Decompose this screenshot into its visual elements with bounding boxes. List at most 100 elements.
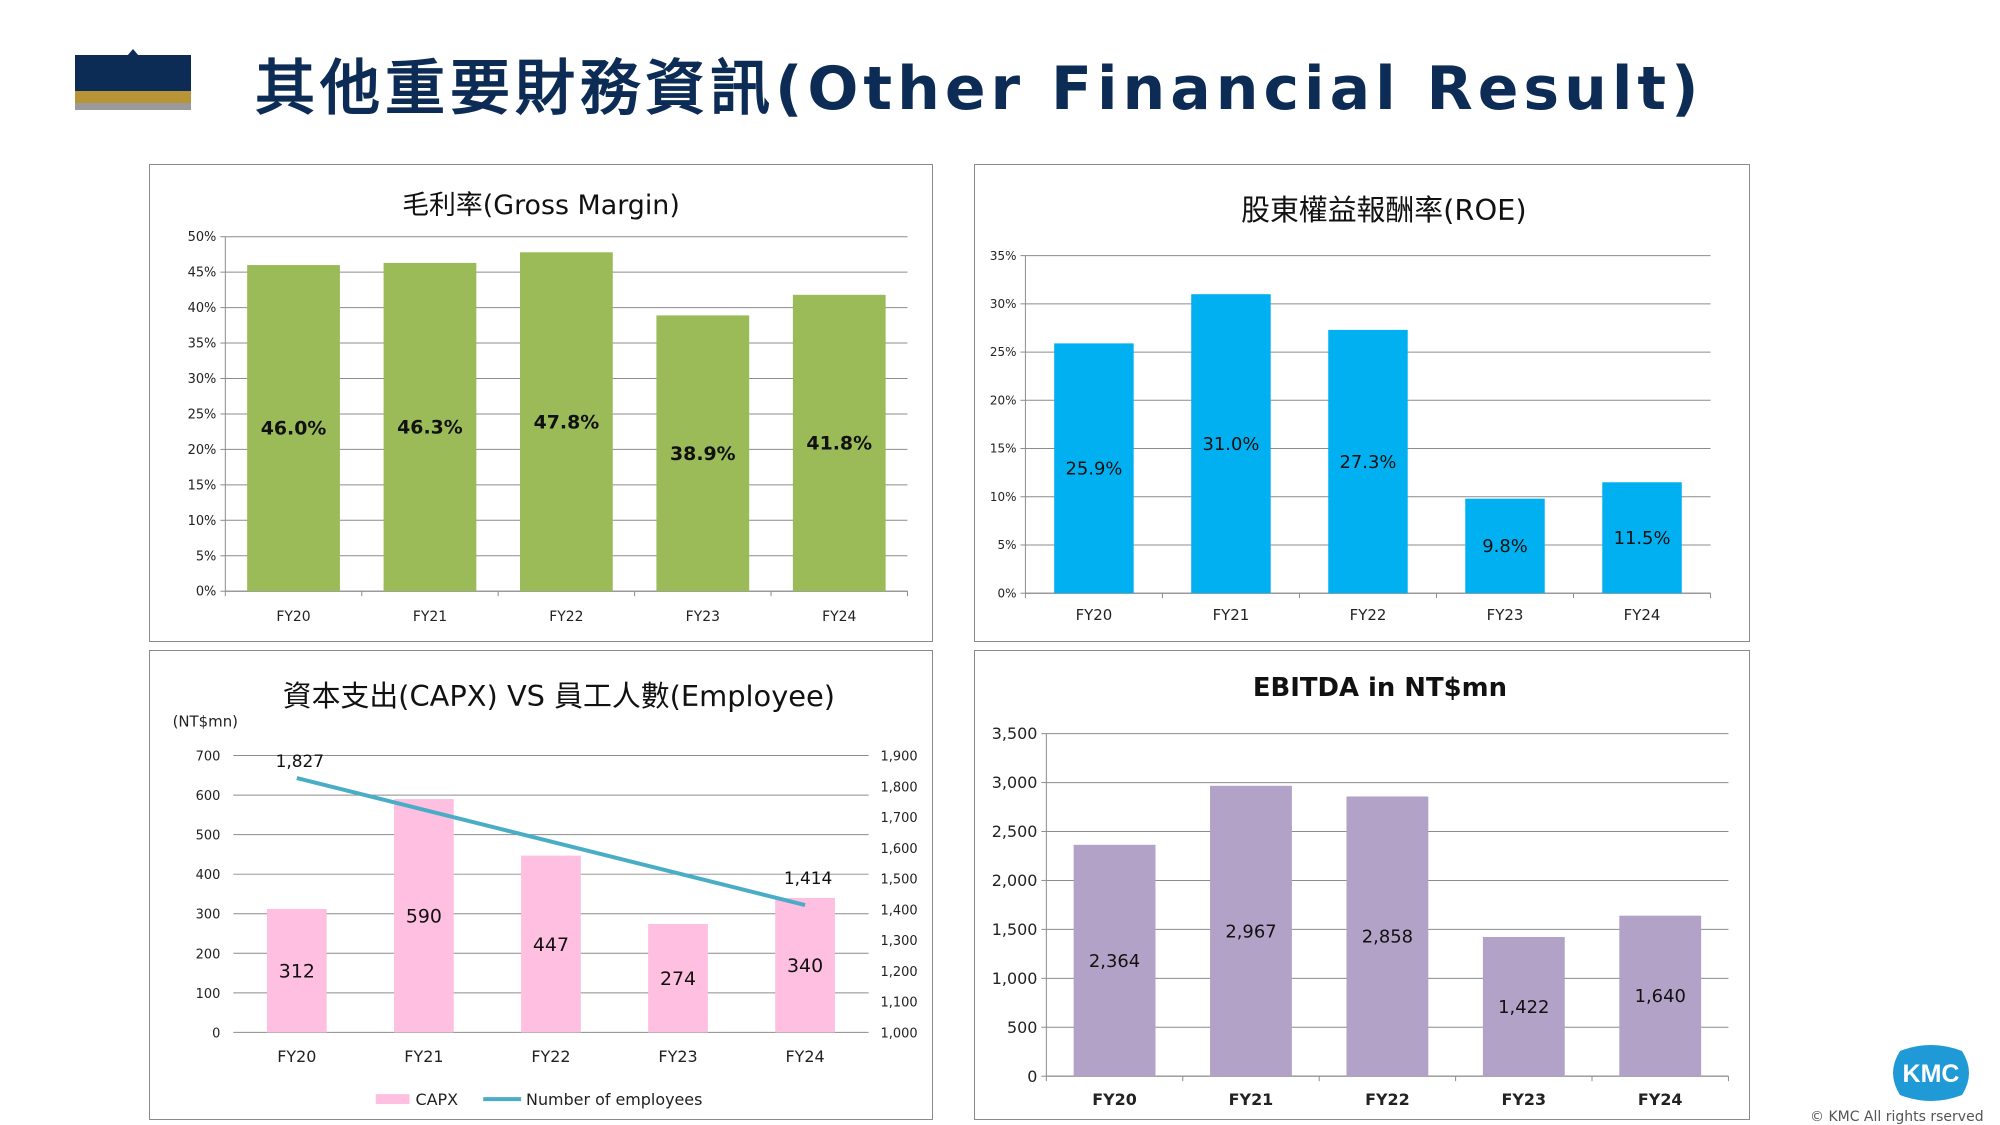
y-right-tick-label: 1,400 bbox=[881, 903, 918, 918]
y-tick-label: 25% bbox=[990, 345, 1017, 359]
capx-data-label: 447 bbox=[533, 934, 569, 956]
y-tick-label: 10% bbox=[990, 490, 1017, 504]
chart-title: EBITDA in NT$mn bbox=[1253, 673, 1507, 703]
bar-fy20 bbox=[1073, 844, 1156, 1077]
y-tick-label: 45% bbox=[188, 266, 217, 281]
capx-bar-fy21 bbox=[394, 799, 454, 1033]
bar-fy20 bbox=[247, 265, 340, 592]
y-left-tick-label: 700 bbox=[196, 750, 221, 765]
employees-line bbox=[296, 776, 806, 907]
y-tick-label: 1,500 bbox=[992, 920, 1038, 939]
employees-data-label: 1,827 bbox=[276, 751, 324, 771]
y-tick-label: 15% bbox=[188, 478, 217, 493]
y-tick-label: 0 bbox=[1027, 1067, 1037, 1086]
data-label: 47.8% bbox=[534, 411, 600, 433]
y-tick-label: 30% bbox=[188, 372, 217, 387]
bar-fy22 bbox=[1346, 796, 1429, 1077]
y-right-tick-label: 1,500 bbox=[881, 873, 918, 888]
data-label: 11.5% bbox=[1614, 528, 1671, 549]
copyright-notice: © KMC All rights rserved bbox=[1810, 1109, 1984, 1125]
y-tick-label: 500 bbox=[1007, 1018, 1037, 1037]
y-tick-label: 15% bbox=[990, 442, 1017, 456]
data-label: 27.3% bbox=[1340, 452, 1397, 473]
data-label: 46.3% bbox=[397, 417, 463, 439]
data-label: 1,422 bbox=[1498, 997, 1549, 1018]
capx-data-label: 274 bbox=[660, 968, 696, 990]
title-decoration bbox=[75, 49, 191, 113]
y-left-tick-label: 0 bbox=[212, 1026, 220, 1041]
y-tick-label: 40% bbox=[188, 301, 217, 316]
y-right-tick-label: 1,700 bbox=[881, 811, 918, 826]
x-tick-label: FY22 bbox=[1365, 1090, 1410, 1109]
data-label: 9.8% bbox=[1482, 536, 1528, 557]
chart-title: 毛利率(Gross Margin) bbox=[402, 190, 680, 221]
y-tick-label: 1,000 bbox=[992, 969, 1038, 988]
bar-fy21 bbox=[1210, 785, 1292, 1077]
x-tick-label: FY24 bbox=[1624, 606, 1661, 624]
data-label: 31.0% bbox=[1203, 434, 1260, 455]
x-tick-label: FY22 bbox=[531, 1047, 570, 1066]
capx-bar-fy20 bbox=[266, 908, 327, 1033]
x-tick-label: FY20 bbox=[276, 609, 310, 625]
employees-data-label: 1,414 bbox=[784, 868, 832, 888]
y-tick-label: 20% bbox=[188, 443, 217, 458]
legend-capx-swatch bbox=[375, 1094, 410, 1105]
y-left-tick-label: 100 bbox=[196, 987, 221, 1002]
x-tick-label: FY23 bbox=[1487, 606, 1524, 624]
y-tick-label: 2,500 bbox=[992, 822, 1038, 841]
capx-bar-fy24 bbox=[775, 897, 835, 1033]
y-right-tick-label: 1,800 bbox=[881, 780, 918, 795]
y-tick-label: 35% bbox=[188, 337, 217, 352]
y-tick-label: 2,000 bbox=[992, 871, 1038, 890]
y-tick-label: 20% bbox=[990, 393, 1017, 407]
unit-label: (NT$mn) bbox=[173, 713, 238, 731]
y-left-tick-label: 400 bbox=[196, 868, 221, 883]
y-tick-label: 25% bbox=[188, 407, 217, 422]
x-tick-label: FY23 bbox=[658, 1047, 697, 1066]
capx-data-label: 312 bbox=[279, 961, 315, 983]
x-tick-label: FY21 bbox=[404, 1047, 443, 1066]
roe-chart: 股東權益報酬率(ROE) 0% 5% 10% 15% 20% 25% 30% 35% 25.9% F… bbox=[974, 164, 1750, 642]
y-right-tick-label: 1,000 bbox=[881, 1026, 918, 1041]
y-tick-label: 10% bbox=[188, 514, 217, 529]
chart-title: 資本支出(CAPX) VS 員工人數(Employee) bbox=[283, 679, 835, 713]
x-tick-label: FY24 bbox=[1638, 1090, 1683, 1109]
y-tick-label: 30% bbox=[990, 297, 1017, 311]
y-right-tick-label: 1,100 bbox=[881, 996, 918, 1011]
x-tick-label: FY21 bbox=[413, 609, 447, 625]
y-tick-label: 0% bbox=[997, 586, 1016, 600]
y-right-tick-label: 1,200 bbox=[881, 965, 918, 980]
y-right-tick-label: 1,600 bbox=[881, 842, 918, 857]
x-tick-label: FY22 bbox=[549, 609, 583, 625]
capx-data-label: 590 bbox=[406, 906, 442, 928]
y-tick-label: 35% bbox=[990, 249, 1017, 263]
gross-margin-chart: 毛利率(Gross Margin) 0% 5% 10% 15% 20% 25% 30% 35% 4… bbox=[149, 164, 933, 642]
data-label: 2,364 bbox=[1089, 951, 1140, 972]
data-label: 2,858 bbox=[1362, 927, 1413, 948]
capex-employee-chart: 資本支出(CAPX) VS 員工人數(Employee) (NT$mn) 0 100 2… bbox=[149, 650, 933, 1120]
y-left-tick-label: 200 bbox=[196, 947, 221, 962]
x-tick-label: FY24 bbox=[822, 609, 856, 625]
bar-fy23 bbox=[1482, 937, 1565, 1077]
chart-title: 股東權益報酬率(ROE) bbox=[1241, 193, 1527, 227]
x-tick-label: FY23 bbox=[1502, 1090, 1547, 1109]
data-label: 25.9% bbox=[1065, 459, 1122, 480]
x-tick-label: FY21 bbox=[1229, 1090, 1274, 1109]
y-tick-label: 50% bbox=[188, 230, 217, 245]
bar-fy20 bbox=[1054, 343, 1134, 594]
x-tick-label: FY20 bbox=[1092, 1090, 1137, 1109]
y-tick-label: 5% bbox=[196, 549, 217, 564]
bar-fy22 bbox=[520, 252, 613, 592]
x-tick-label: FY23 bbox=[686, 609, 720, 625]
bar-fy22 bbox=[1328, 329, 1408, 594]
y-tick-label: 5% bbox=[997, 538, 1016, 552]
bar-fy24 bbox=[792, 294, 886, 592]
data-label: 46.0% bbox=[261, 418, 327, 440]
bar-fy23 bbox=[656, 315, 750, 592]
x-tick-label: FY21 bbox=[1213, 606, 1250, 624]
y-left-tick-label: 500 bbox=[196, 829, 221, 844]
bar-fy24 bbox=[1619, 915, 1702, 1077]
data-label: 41.8% bbox=[806, 433, 872, 455]
legend-employees-label: Number of employees bbox=[526, 1090, 702, 1109]
y-tick-label: 3,000 bbox=[992, 773, 1038, 792]
